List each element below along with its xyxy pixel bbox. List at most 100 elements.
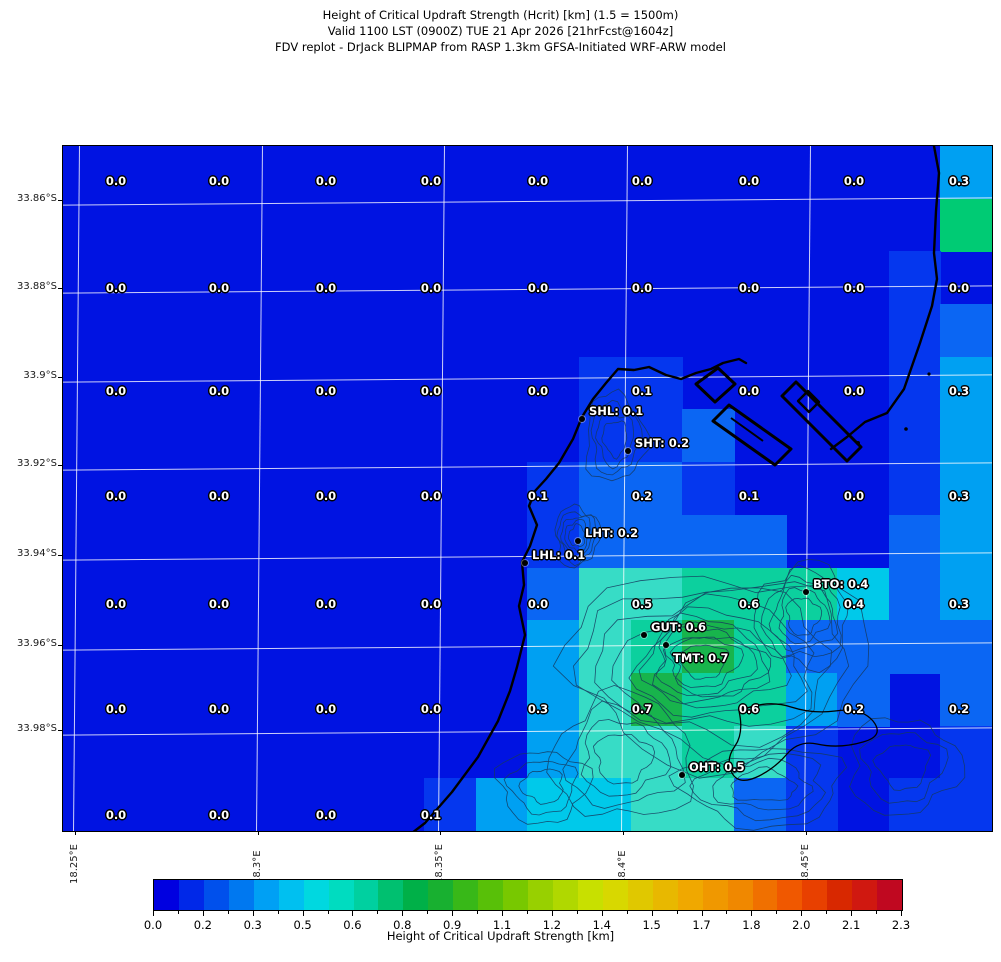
heatmap-cell — [888, 778, 942, 831]
grid-value-label: 0.0 — [105, 702, 127, 716]
lat-tick-label: 33.86°S — [17, 193, 57, 204]
terrain-contours — [493, 388, 966, 831]
heatmap-cell — [733, 672, 787, 727]
colorbar-minor-tick — [177, 911, 179, 914]
terrain-contour-line — [590, 399, 643, 476]
lat-tick-mark — [58, 555, 62, 556]
lon-tick-mark — [75, 831, 76, 835]
grid-value-label: 0.0 — [315, 489, 337, 503]
colorbar-segment — [877, 880, 903, 910]
grid-value-label: 0.7 — [631, 702, 653, 716]
grid-value-label: 0.0 — [420, 174, 442, 188]
site-label-lht: LHT: 0.2 — [585, 526, 639, 540]
heatmap-cell — [940, 567, 992, 622]
harbor-quay-1-notch — [730, 417, 764, 442]
grid-value-label: 0.0 — [631, 174, 653, 188]
terrain-contour-line — [674, 644, 730, 680]
vlei-lake-outline — [728, 703, 878, 781]
colorbar-tick-label: 2.3 — [891, 918, 911, 932]
site-marker-tmt — [663, 642, 669, 648]
grid-value-label: 0.0 — [105, 384, 127, 398]
terrain-contour-line — [778, 587, 831, 645]
grid-value-label: 0.0 — [843, 489, 865, 503]
harbor-quay-2 — [780, 380, 863, 463]
heatmap-cell — [682, 462, 735, 516]
heatmap-cell — [785, 778, 839, 831]
colorbar-segment — [727, 880, 753, 910]
terrain-contour-line — [560, 515, 593, 562]
lat-tick-mark — [58, 645, 62, 646]
grid-value-label: 0.3 — [948, 174, 970, 188]
grid-value-label: 0.0 — [527, 597, 549, 611]
grid-value-label: 0.0 — [315, 174, 337, 188]
coastline-east — [829, 146, 941, 451]
heatmap-cell — [837, 672, 890, 727]
heatmap-cell — [940, 356, 992, 411]
terrain-contour-line — [592, 734, 656, 785]
colorbar-segment — [154, 880, 179, 910]
colorbar-segment — [178, 880, 204, 910]
colorbar-minor-tick — [452, 911, 454, 914]
colorbar-segment — [478, 880, 504, 910]
terrain-contour-line — [760, 564, 842, 658]
heatmap-cell — [527, 672, 581, 727]
terrain-contour-line — [872, 744, 932, 791]
site-label-lhl: LHL: 0.1 — [532, 548, 586, 562]
site-label-sht: SHT: 0.2 — [635, 436, 690, 450]
terrain-contour-line — [638, 612, 771, 705]
colorbar-segment — [203, 880, 229, 910]
colorbar-segment — [577, 880, 603, 910]
site-marker-bto — [803, 589, 809, 595]
colorbar-tick-label: 1.2 — [542, 918, 562, 932]
colorbar-segment — [253, 880, 279, 910]
terrain-contour-line — [689, 752, 826, 822]
heatmap-cell — [837, 567, 890, 622]
grid-value-label: 0.0 — [420, 281, 442, 295]
colorbar-minor-tick — [601, 911, 603, 914]
terrain-contour-line — [712, 757, 814, 811]
terrain-contour-line — [562, 700, 686, 809]
grid-value-label: 0.1 — [527, 489, 549, 503]
plot-valid-time: Valid 1100 LST (0900Z) TUE 21 Apr 2026 [… — [327, 24, 674, 38]
lat-tick-mark — [58, 288, 62, 289]
grid-value-label: 0.0 — [843, 174, 865, 188]
colorbar-tick-label: 0.3 — [243, 918, 262, 932]
lat-tick-label: 33.98°S — [17, 723, 57, 734]
colorbar-minor-tick — [427, 911, 429, 914]
heatmap-cell — [682, 514, 735, 569]
lat-tick-mark — [58, 200, 62, 201]
colorbar-minor-tick — [377, 911, 379, 914]
colorbar-minor-tick — [551, 911, 553, 914]
colorbar-segment — [353, 880, 379, 910]
colorbar-segment — [652, 880, 678, 910]
colorbar-segment — [378, 880, 404, 910]
colorbar-minor-tick — [751, 911, 753, 914]
grid-value-label: 0.0 — [208, 808, 230, 822]
site-label-gut: GUT: 0.6 — [651, 620, 706, 634]
terrain-contour-line — [595, 411, 634, 470]
colorbar-tick-label: 1.5 — [642, 918, 661, 932]
heatmap-cell — [630, 409, 684, 464]
heatmap-cell — [940, 198, 992, 253]
island-speck — [856, 441, 860, 445]
colorbar-segment — [553, 880, 578, 910]
grid-value-label: 0.0 — [738, 281, 760, 295]
grid-value-label: 0.0 — [315, 702, 337, 716]
colorbar-segment — [852, 880, 878, 910]
lat-tick-label: 33.9°S — [23, 370, 57, 381]
grid-value-label: 0.0 — [105, 808, 127, 822]
colorbar-segment — [602, 880, 628, 910]
heatmap-cell — [888, 304, 942, 358]
site-marker-lhl — [522, 560, 528, 566]
terrain-contour-line — [655, 626, 758, 696]
grid-value-label: 0.0 — [315, 597, 337, 611]
grid-value-label: 0.0 — [315, 808, 337, 822]
lat-tick-label: 33.88°S — [17, 281, 57, 292]
colorbar-segment — [827, 880, 853, 910]
colorbar-minor-tick — [776, 911, 778, 914]
terrain-contour-line — [669, 636, 772, 698]
terrain-contour-line — [503, 760, 579, 816]
colorbar-minor-tick — [227, 911, 229, 914]
colorbar-minor-tick — [402, 911, 404, 914]
